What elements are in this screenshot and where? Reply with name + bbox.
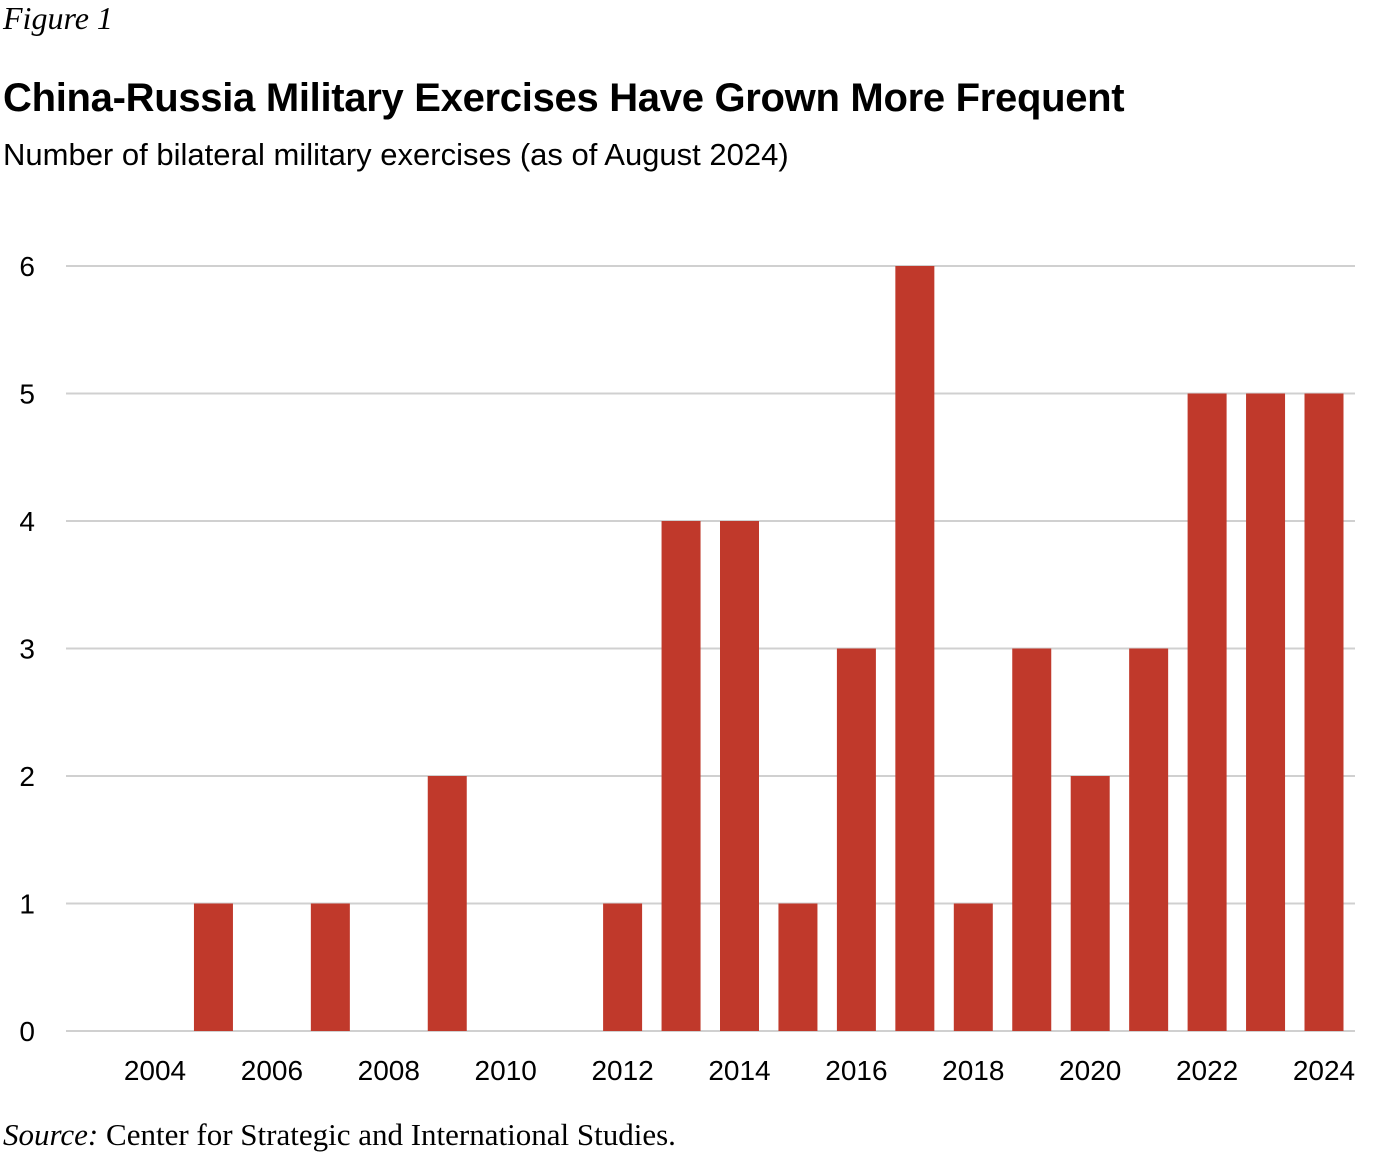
- bar-2009: [427, 776, 467, 1031]
- x-tick-label: 2016: [825, 1055, 887, 1086]
- bar-2005: [193, 903, 233, 1031]
- bar-2021: [1129, 648, 1169, 1031]
- y-axis-ticks: 0 1 2 3 4 5 6: [19, 251, 35, 1047]
- x-tick-label: 2008: [358, 1055, 420, 1086]
- x-tick-label: 2024: [1293, 1055, 1355, 1086]
- bar-2016: [836, 648, 876, 1031]
- bar-2020: [1070, 776, 1110, 1031]
- x-tick-label: 2022: [1176, 1055, 1238, 1086]
- x-tick-label: 2012: [591, 1055, 653, 1086]
- bar-2013: [661, 521, 701, 1031]
- bar-2018: [953, 903, 993, 1031]
- x-tick-label: 2004: [124, 1055, 186, 1086]
- x-tick-label: 2014: [708, 1055, 770, 1086]
- source-text: Center for Strategic and International S…: [106, 1117, 676, 1152]
- y-tick-label: 3: [19, 634, 35, 665]
- chart-title: China-Russia Military Exercises Have Gro…: [3, 76, 1125, 120]
- bar-2017: [895, 266, 935, 1031]
- bar-2024: [1304, 393, 1344, 1031]
- bar-2019: [1012, 648, 1052, 1031]
- bar-2023: [1246, 393, 1286, 1031]
- bar-2014: [720, 521, 759, 1031]
- x-tick-label: 2006: [241, 1055, 303, 1086]
- y-tick-label: 5: [19, 379, 35, 410]
- bar-2022: [1187, 393, 1227, 1031]
- x-axis-ticks: 2004 2006 2008 2010 2012 2014 2016 2018 2020 2022…: [124, 1055, 1355, 1086]
- x-tick-label: 2018: [942, 1055, 1004, 1086]
- y-tick-label: 0: [19, 1016, 35, 1047]
- y-tick-label: 1: [19, 889, 35, 920]
- y-tick-label: 4: [19, 506, 35, 537]
- figure-label: Figure 1: [3, 0, 113, 36]
- chart-subtitle: Number of bilateral military exercises (…: [3, 137, 789, 172]
- bars: [193, 266, 1344, 1031]
- source-note: Source: Center for Strategic and Interna…: [3, 1117, 676, 1153]
- bar-2015: [778, 903, 818, 1031]
- y-tick-label: 2: [19, 761, 35, 792]
- x-tick-label: 2010: [475, 1055, 537, 1086]
- x-tick-label: 2020: [1059, 1055, 1121, 1086]
- bar-2012: [603, 903, 643, 1031]
- source-label: Source:: [3, 1117, 99, 1152]
- bar-2007: [310, 903, 350, 1031]
- y-tick-label: 6: [19, 251, 35, 282]
